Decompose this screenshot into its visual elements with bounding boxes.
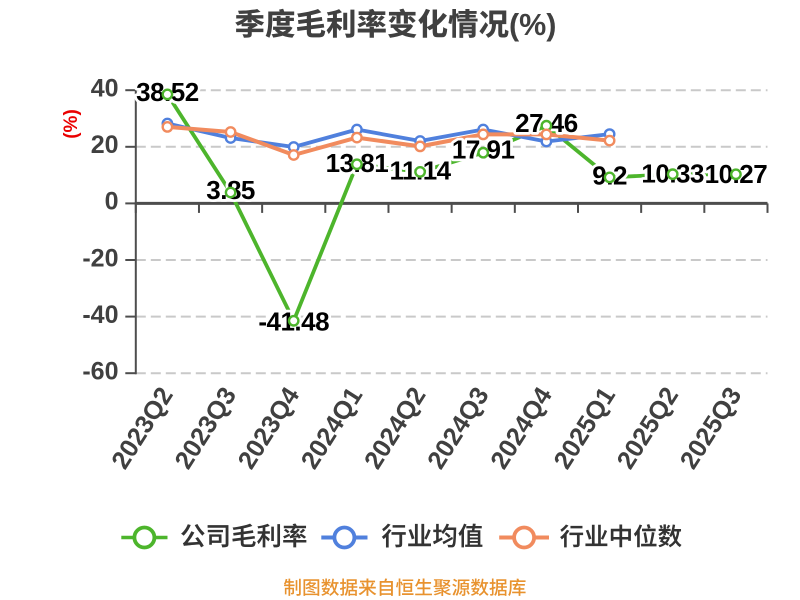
svg-text:(%): (%) <box>61 109 82 139</box>
svg-text:11.14: 11.14 <box>390 155 452 185</box>
svg-text:-60: -60 <box>82 358 118 386</box>
svg-text:38.52: 38.52 <box>136 77 199 107</box>
svg-text:3.85: 3.85 <box>206 175 255 205</box>
svg-text:(%): (%) <box>509 8 556 42</box>
svg-text:20: 20 <box>91 131 119 159</box>
svg-text:40: 40 <box>91 75 119 103</box>
svg-text:-41.48: -41.48 <box>258 306 329 336</box>
svg-text:-20: -20 <box>82 244 118 272</box>
svg-text:0: 0 <box>105 188 119 216</box>
svg-text:-40: -40 <box>82 301 118 329</box>
